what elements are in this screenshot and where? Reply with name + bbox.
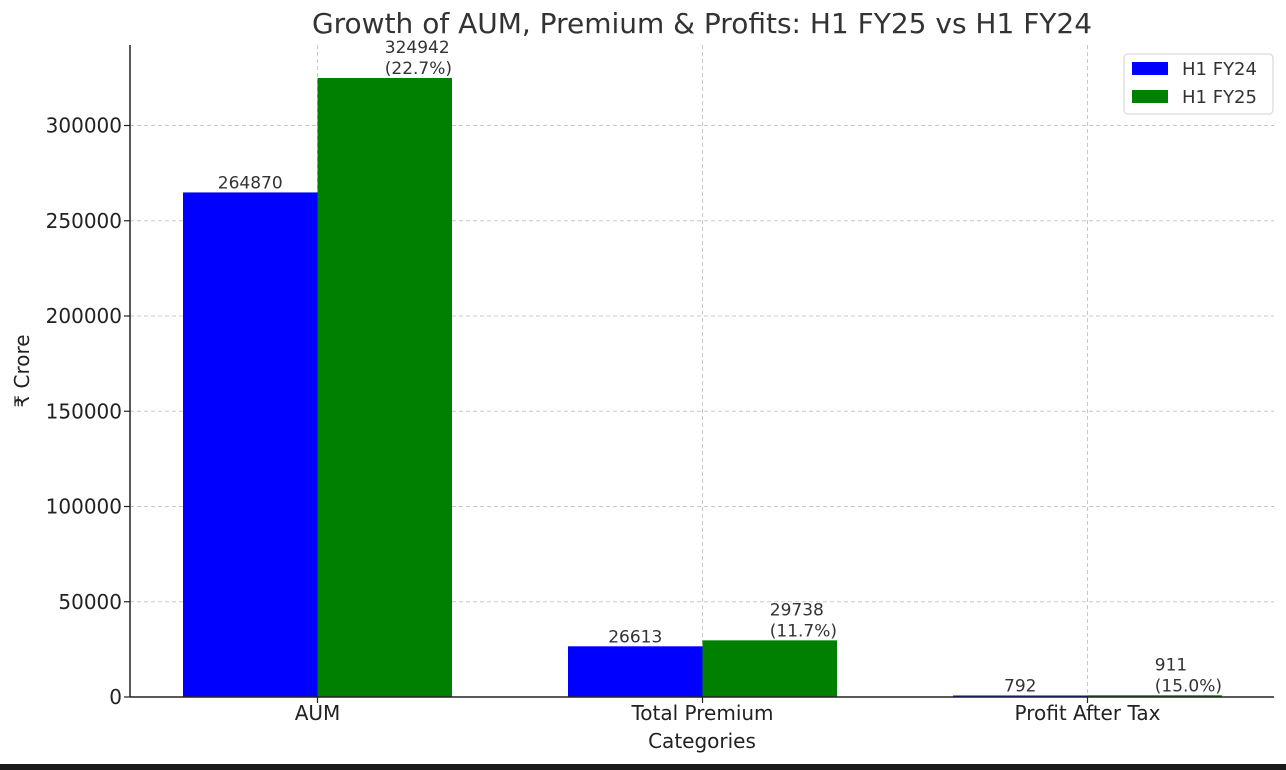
bar-h1-fy25-total-premium — [702, 640, 837, 697]
bar-h1-fy24-profit-after-tax — [953, 695, 1088, 697]
legend: H1 FY24 H1 FY25 — [1123, 53, 1274, 115]
legend-swatch-h1-fy25 — [1132, 90, 1168, 103]
value-label-h1-fy24-total-premium: 26613 — [608, 627, 662, 647]
bar-value-labels: 264870 26613 792 324942 (22.7%) 29738 (11.7%) 9… — [218, 38, 1222, 697]
x-tick-label-total-premium: Total Premium — [630, 701, 773, 725]
value-label-h1-fy25-profit-after-tax: 911 (15.0%) — [1155, 655, 1222, 696]
x-axis-title: Categories — [648, 729, 756, 753]
y-tick-label: 300000 — [46, 114, 122, 138]
x-tick-label-aum: AUM — [295, 701, 341, 725]
bar-h1-fy24-total-premium — [568, 646, 703, 697]
y-tick-label: 50000 — [58, 590, 122, 614]
value-label-h1-fy25-total-premium: 29738 (11.7%) — [770, 600, 837, 641]
legend-label-h1-fy25: H1 FY25 — [1182, 87, 1257, 108]
y-tick-label: 150000 — [46, 399, 122, 423]
value-label-h1-fy24-profit-after-tax: 792 — [1004, 676, 1036, 696]
bar-h1-fy24-aum — [183, 192, 318, 697]
y-tick-label: 250000 — [46, 209, 122, 233]
legend-label-h1-fy24: H1 FY24 — [1182, 59, 1257, 80]
bottom-border — [0, 764, 1286, 770]
bars — [183, 77, 1222, 698]
value-label-h1-fy24-aum: 264870 — [218, 173, 283, 193]
y-tick-label: 200000 — [46, 304, 122, 328]
tick-labels: 0 50000 100000 150000 200000 250000 300000 AUM T… — [46, 114, 1161, 726]
y-tick-label: 100000 — [46, 495, 122, 519]
x-tick-label-profit-after-tax: Profit After Tax — [1015, 701, 1161, 725]
y-axis-title: ₹ Crore — [10, 334, 34, 407]
value-label-h1-fy25-aum: 324942 (22.7%) — [385, 38, 452, 79]
legend-swatch-h1-fy24 — [1132, 62, 1168, 75]
bar-h1-fy25-aum — [317, 77, 452, 698]
chart-title: Growth of AUM, Premium & Profits: H1 FY2… — [312, 7, 1092, 40]
y-tick-label: 0 — [109, 685, 122, 709]
bar-h1-fy25-profit-after-tax — [1087, 695, 1222, 697]
